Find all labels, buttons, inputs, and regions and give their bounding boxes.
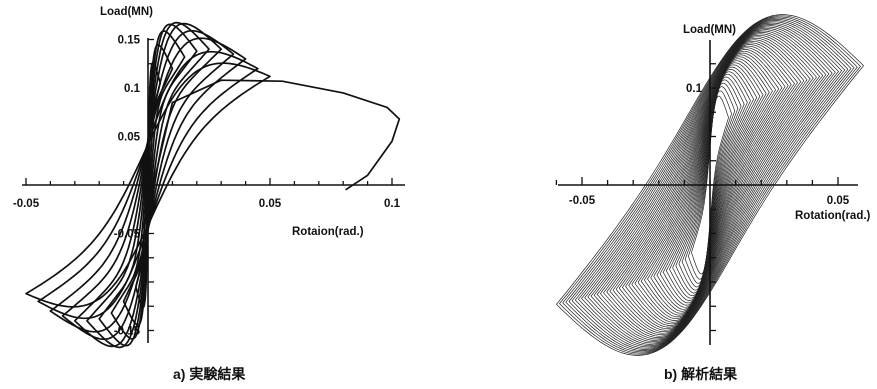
analytical-loop	[574, 21, 846, 349]
analytical-loop	[581, 23, 839, 347]
analytical-y-axis-label: Load(MN)	[683, 24, 736, 36]
analytical-loop	[609, 36, 811, 334]
experimental-caption: a) 実験結果	[173, 366, 246, 382]
analytical-loop	[631, 47, 789, 323]
analytical-loop	[606, 34, 814, 336]
experimental-y-tick-label: 0.1	[124, 83, 141, 95]
analytical-loop	[596, 30, 824, 340]
experimental-final-excursion	[142, 79, 401, 229]
experimental-y-tick-label: 0.05	[118, 132, 141, 144]
analytical-loop	[644, 54, 776, 316]
analytical-loop	[634, 49, 786, 321]
analytical-loop	[625, 44, 795, 326]
experimental-y-tick-label: -0.15	[114, 326, 141, 338]
analytical-loop	[650, 58, 770, 312]
analytical-y-tick-label: 0.1	[686, 83, 703, 95]
experimental-loop	[49, 37, 247, 333]
analytical-x-tick-label: -0.05	[569, 195, 596, 207]
analytical-loop	[584, 25, 836, 345]
experimental-x-axis-label: Rotaion(rad.)	[292, 226, 364, 238]
panel-experimental: -0.05 0.05 0.1 0.15 0.1 0.05 -0.05 -0.15 Load(M…	[13, 6, 405, 382]
analytical-loop	[565, 17, 855, 353]
analytical-loop	[615, 39, 805, 331]
experimental-x-tick-label: 0.1	[384, 198, 401, 210]
analytical-loop	[562, 16, 858, 354]
analytical-loop	[640, 52, 780, 318]
analytical-tick-labels: -0.05 0.05 0.1	[569, 83, 850, 207]
analytical-x-axis-label: Rotation(rad.)	[795, 210, 871, 222]
analytical-loop	[578, 22, 842, 348]
experimental-y-tick-label: -0.05	[114, 229, 141, 241]
experimental-loops	[25, 21, 401, 349]
analytical-loop	[593, 29, 827, 341]
experimental-loop	[25, 62, 271, 308]
analytical-loop	[612, 37, 808, 333]
analytical-loop	[568, 19, 852, 351]
experimental-axes	[22, 38, 405, 343]
analytical-loop	[559, 15, 861, 355]
analytical-loop	[622, 42, 798, 328]
experimental-x-tick-label: -0.05	[13, 198, 40, 210]
analytical-loop	[600, 32, 820, 338]
experimental-loop	[37, 50, 259, 320]
analytical-loop	[628, 45, 792, 325]
analytical-loop	[618, 40, 802, 330]
analytical-x-tick-label: 0.05	[827, 195, 850, 207]
analytical-axes	[555, 40, 858, 345]
analytical-loop	[637, 50, 783, 320]
analytical-loop	[647, 56, 773, 314]
analytical-loop	[556, 14, 864, 356]
experimental-loop	[61, 29, 235, 341]
experimental-loop	[73, 22, 223, 348]
experimental-tick-labels: -0.05 0.05 0.1 0.15 0.1 0.05 -0.05 -0.15	[13, 35, 401, 338]
experimental-x-tick-label: 0.05	[259, 198, 282, 210]
experimental-y-tick-label: 0.15	[118, 35, 141, 47]
analytical-caption: b) 解析結果	[664, 366, 738, 382]
analytical-loop	[590, 27, 830, 343]
experimental-loop	[110, 30, 186, 340]
analytical-loop	[587, 26, 833, 344]
panel-analytical: -0.05 0.05 0.1 Load(MN) Rotation(rad.) b) …	[555, 14, 871, 382]
experimental-y-axis-label: Load(MN)	[100, 6, 153, 18]
analytical-loop	[571, 20, 849, 350]
